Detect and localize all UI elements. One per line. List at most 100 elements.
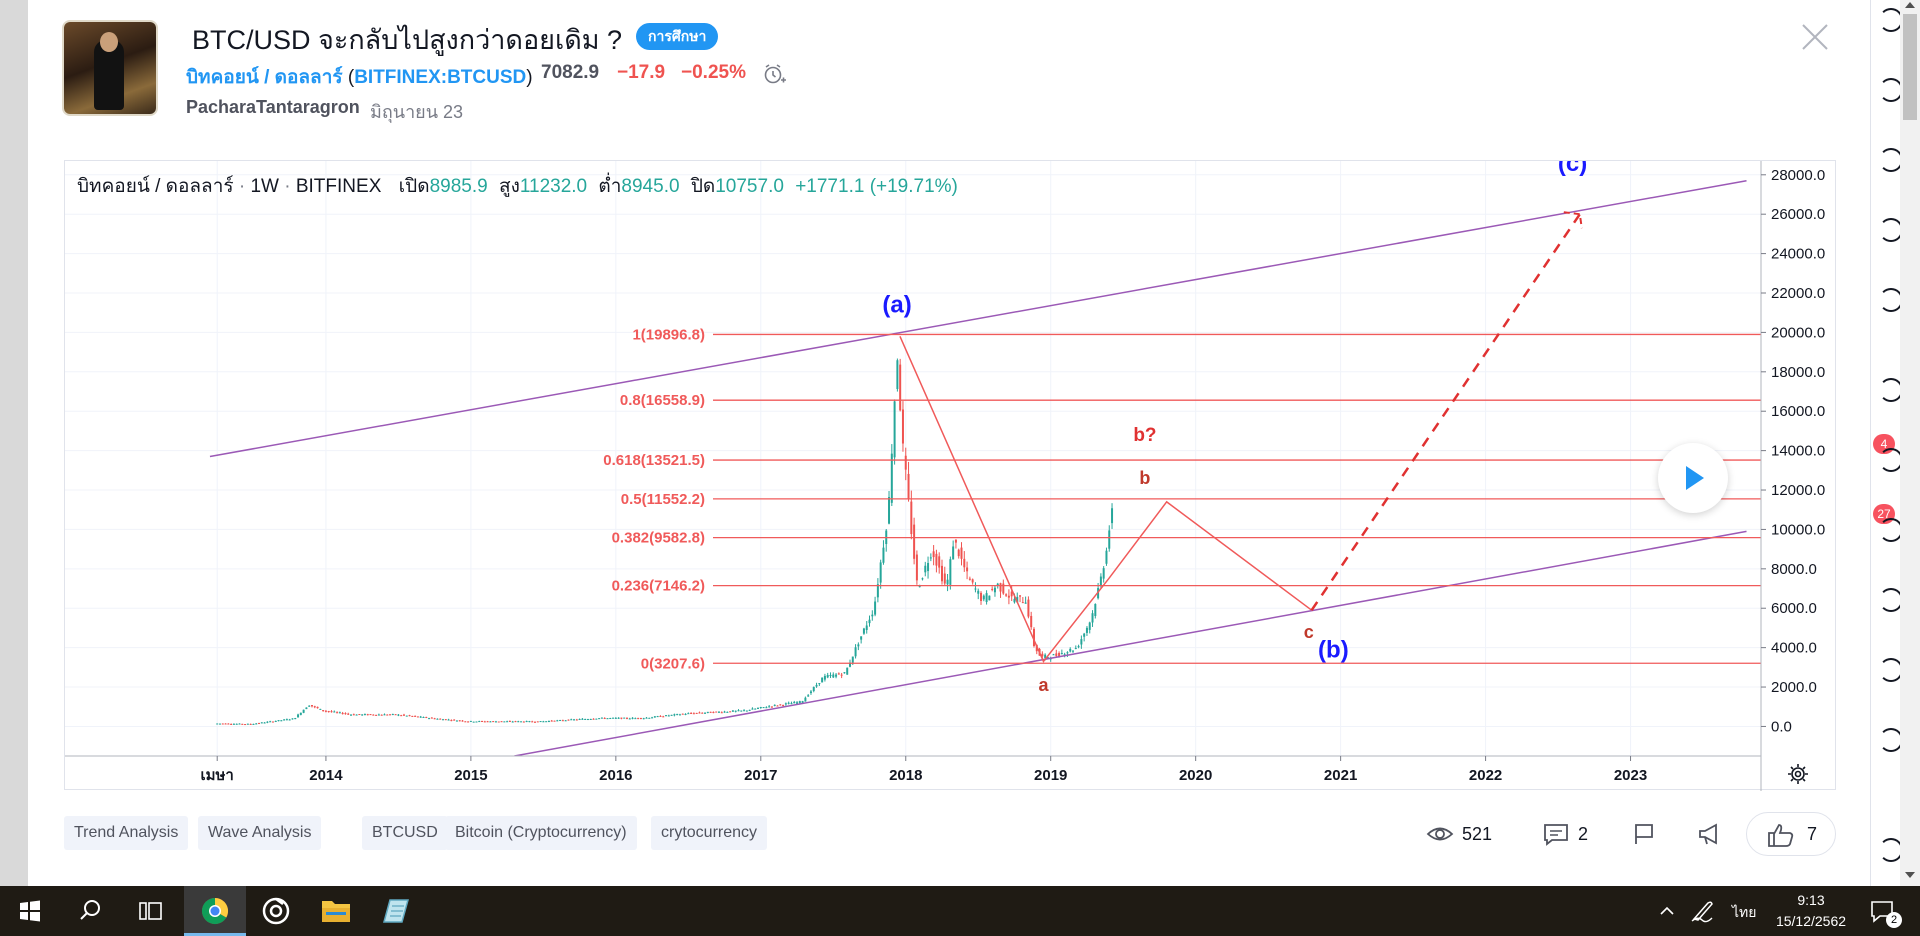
file-explorer-icon[interactable] <box>306 886 366 936</box>
like-button[interactable]: 7 <box>1746 812 1836 856</box>
y-tick-label: 22000.0 <box>1771 285 1825 302</box>
megaphone-icon[interactable] <box>1696 822 1724 846</box>
candle-body <box>860 636 863 640</box>
x-tick-label: 2018 <box>889 767 922 784</box>
candle-body <box>888 496 891 524</box>
play-button[interactable] <box>1658 443 1728 513</box>
windows-start-icon[interactable] <box>0 886 60 936</box>
projection-arrowhead <box>1563 211 1583 229</box>
action-center-icon[interactable] <box>1860 886 1904 936</box>
candle-body <box>871 614 874 617</box>
candle-body <box>963 558 966 568</box>
candle-body <box>1041 653 1044 657</box>
category-badge[interactable]: การศึกษา <box>636 23 719 50</box>
candle-body <box>589 718 592 720</box>
candle-body <box>673 714 676 716</box>
candle-body <box>840 674 843 676</box>
search-icon[interactable] <box>60 886 120 936</box>
tag-chip[interactable]: Bitcoin (Cryptocurrency) <box>445 816 637 850</box>
flag-icon[interactable] <box>1630 822 1658 846</box>
candle-body <box>910 501 913 535</box>
symbol-name[interactable]: บิทคอยน์ / ดอลลาร์ <box>186 67 343 88</box>
candle-body <box>525 721 528 723</box>
candle-body <box>609 718 612 720</box>
candle-body <box>481 721 484 723</box>
symbol-link[interactable]: บิทคอยน์ / ดอลลาร์ (BITFINEX:BTCUSD) <box>186 62 533 92</box>
comment-icon[interactable] <box>1542 822 1570 846</box>
candle-body <box>405 715 408 717</box>
candle-body <box>547 720 550 722</box>
candle-body <box>467 721 470 723</box>
candle-body <box>528 721 531 723</box>
candle-body <box>269 721 272 723</box>
candle-body <box>422 716 425 718</box>
scroll-down-arrow-icon[interactable] <box>1905 872 1915 878</box>
candle-body <box>494 721 497 723</box>
clock-date[interactable]: 15/12/2562 <box>1775 913 1847 929</box>
thumbs-up-icon <box>1768 824 1794 847</box>
candle-body <box>704 712 707 714</box>
chrome-icon[interactable] <box>184 886 244 936</box>
close-icon[interactable] <box>1800 22 1830 52</box>
candle-body <box>701 712 704 714</box>
symbol-ticker[interactable]: BITFINEX:BTCUSD <box>354 67 527 88</box>
candle-body <box>486 721 489 723</box>
candle-body <box>508 721 511 723</box>
tag-chip[interactable]: Wave Analysis <box>198 816 322 850</box>
candle-body <box>458 720 461 722</box>
media-player-icon[interactable] <box>246 886 306 936</box>
candle-body <box>444 719 447 721</box>
page-scrollbar[interactable] <box>1900 0 1920 886</box>
candle-body <box>1102 568 1105 579</box>
input-language[interactable]: ไทย <box>1732 904 1757 920</box>
scroll-up-arrow-icon[interactable] <box>1905 2 1915 8</box>
candle-body <box>843 672 846 674</box>
tag-chip[interactable]: Trend Analysis <box>64 816 189 850</box>
candle-body <box>1052 654 1055 656</box>
candle-body <box>876 584 879 598</box>
candle-body <box>835 674 838 677</box>
candle-body <box>232 723 235 725</box>
tray-chevron-up-icon[interactable] <box>1652 886 1682 936</box>
candle-body <box>246 723 249 725</box>
candle-body <box>823 675 826 680</box>
candle-body <box>1002 583 1005 594</box>
x-tick-label: 2021 <box>1324 767 1357 784</box>
scrollbar-thumb[interactable] <box>1903 14 1917 120</box>
tag-chip[interactable]: BTCUSD <box>362 816 448 850</box>
notepad-icon[interactable] <box>366 886 426 936</box>
candle-body <box>776 705 779 707</box>
tag-chip[interactable]: crytocurrency <box>651 816 768 850</box>
candle-body <box>319 708 322 710</box>
likes-count: 7 <box>1807 824 1818 844</box>
chart-canvas[interactable]: 1(19896.8) 0.8(16558.9) 0.618(13521.5) 0.5(… <box>65 161 1837 791</box>
author-avatar[interactable] <box>64 22 156 114</box>
candle-body <box>536 721 539 723</box>
alert-clock-icon[interactable] <box>762 62 786 86</box>
candle-body <box>391 714 394 716</box>
candle-body <box>285 719 288 721</box>
clock-time[interactable]: 9:13 <box>1797 892 1825 908</box>
candle-body <box>302 709 305 713</box>
candle-body <box>862 628 865 634</box>
eye-icon <box>1426 827 1454 841</box>
candle-body <box>283 719 286 721</box>
candle-body <box>625 717 628 719</box>
chart-container[interactable]: 1(19896.8) 0.8(16558.9) 0.618(13521.5) 0.5(… <box>64 160 1837 791</box>
change-value: +1771.1 (+19.71%) <box>795 176 958 197</box>
candle-body <box>809 691 812 694</box>
task-view-icon[interactable] <box>120 886 180 936</box>
pen-tray-icon[interactable] <box>1686 886 1720 936</box>
candle-body <box>993 587 996 593</box>
candle-body <box>1105 550 1108 564</box>
settings-gear-icon[interactable] <box>1787 763 1809 785</box>
candle-body <box>857 644 860 647</box>
candle-body <box>1099 576 1102 586</box>
candle-body <box>235 723 238 725</box>
comments-count[interactable]: 2 <box>1578 824 1589 844</box>
author-name[interactable]: PacharaTantaragron <box>186 97 360 117</box>
x-tick-label: 2020 <box>1179 767 1212 784</box>
candle-body <box>1030 615 1033 628</box>
candle-body <box>837 673 840 675</box>
candle-body <box>475 721 478 723</box>
